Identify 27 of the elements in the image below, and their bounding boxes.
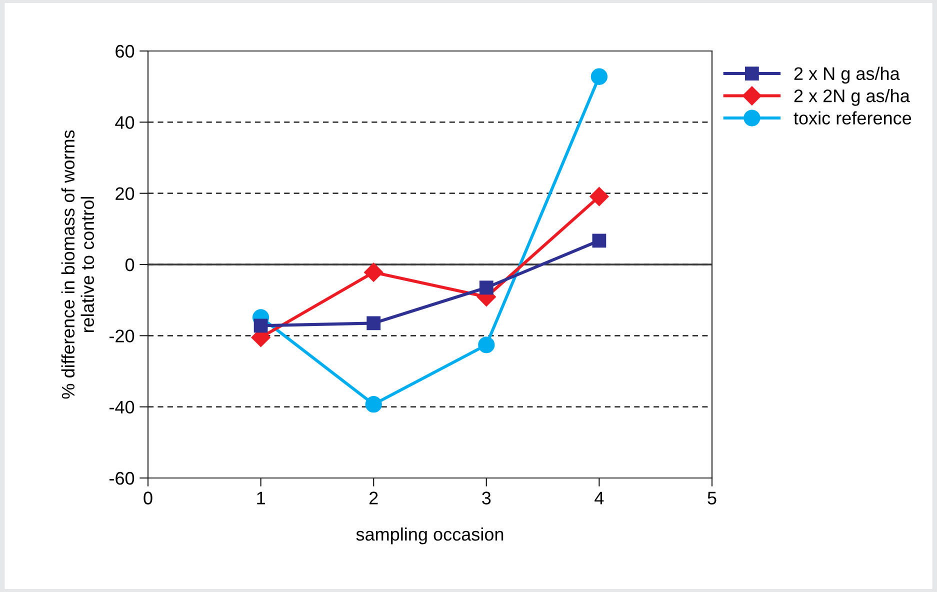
point: [366, 316, 381, 330]
y-tick-label: -60: [110, 472, 134, 485]
x-tick-label: 2: [369, 492, 378, 504]
x-tick-label: 0: [144, 492, 152, 504]
x-axis-title: sampling occasion: [356, 527, 504, 544]
x-tick-label: 5: [708, 492, 716, 504]
y-axis-title: % difference in biomass of worms relative to control: [61, 130, 94, 399]
legend-label: toxic reference: [794, 111, 912, 125]
point: [590, 187, 609, 206]
point: [479, 280, 494, 295]
point: [364, 262, 384, 282]
y-tick-label: 40: [115, 116, 134, 129]
y-tick-label: 60: [116, 44, 134, 58]
x-tick-label: 3: [482, 492, 491, 504]
point: [592, 234, 606, 248]
y-tick-label: -40: [110, 400, 134, 414]
point: [478, 336, 495, 354]
x-tick-label: 4: [594, 492, 604, 504]
legend-label: 2 x N g as/ha: [794, 66, 900, 84]
x-tick-label: 1: [257, 492, 265, 504]
y-tick-label: 0: [125, 258, 134, 272]
point: [254, 318, 268, 333]
legend-label: 2 x 2N g as/ha: [794, 89, 910, 106]
y-tick-label: 20: [116, 187, 134, 200]
point: [365, 396, 382, 413]
y-tick-label: -20: [110, 330, 134, 342]
point: [590, 68, 608, 85]
